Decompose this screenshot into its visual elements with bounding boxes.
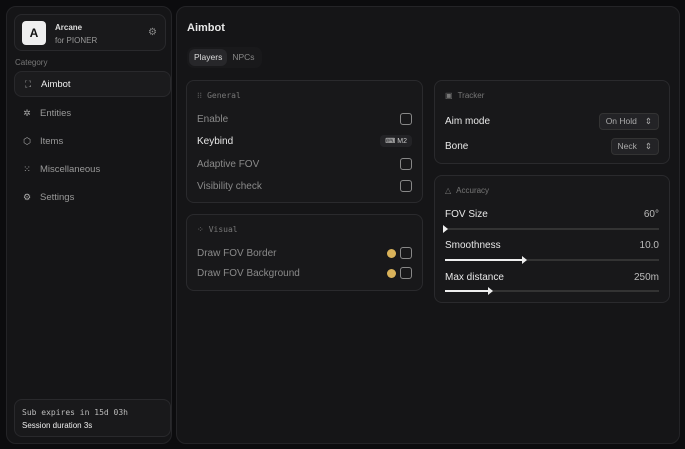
- sidebar: A Arcane for PIONER ⚙ Category ⛶ Aimbot ✲…: [6, 6, 172, 444]
- fov-size-slider[interactable]: [443, 225, 659, 233]
- visibility-check-label: Visibility check: [197, 180, 262, 192]
- sidebar-item-settings[interactable]: ⚙ Settings: [14, 184, 171, 210]
- enable-label: Enable: [197, 113, 229, 125]
- keyboard-icon: ⌨: [385, 138, 398, 145]
- sidebar-item-label: Miscellaneous: [40, 163, 101, 175]
- general-card: ⁝⁝ General Enable Keybind ⌨ M2 Adaptive FO…: [186, 80, 423, 203]
- chevron-updown-icon: ⇕: [644, 140, 652, 151]
- category-label: Category: [15, 58, 48, 67]
- sidebar-item-label: Entities: [40, 107, 72, 119]
- fov-background-row: Draw FOV Background: [197, 265, 412, 281]
- tab-bar: Players NPCs: [187, 47, 262, 68]
- accuracy-card: △ Accuracy FOV Size 60° Smoothness 10.0 Max…: [434, 175, 670, 303]
- fov-size-row: FOV Size 60°: [445, 206, 659, 222]
- fov-size-label: FOV Size: [445, 208, 488, 220]
- fov-background-checkbox[interactable]: [400, 267, 412, 279]
- enable-row: Enable: [197, 111, 412, 127]
- fov-background-color-swatch[interactable]: [387, 268, 396, 278]
- sidebar-item-aimbot[interactable]: ⛶ Aimbot: [14, 71, 171, 97]
- smoothness-label: Smoothness: [445, 239, 501, 251]
- brand-card: A Arcane for PIONER ⚙: [14, 14, 166, 51]
- main-panel: Aimbot Players NPCs ⁝⁝ General Enable Key…: [176, 6, 680, 444]
- list-icon: ⁝⁝: [197, 91, 203, 100]
- sidebar-item-entities[interactable]: ✲ Entities: [14, 100, 171, 126]
- adaptive-fov-checkbox[interactable]: [400, 158, 412, 170]
- tracker-icon: ▣: [445, 91, 453, 100]
- page-title: Aimbot: [187, 22, 225, 34]
- aim-mode-label: Aim mode: [445, 115, 491, 127]
- sub-expiry: Sub expires in 15d 03h: [22, 408, 128, 417]
- keybind-row: Keybind ⌨ M2: [197, 133, 412, 149]
- sidebar-item-miscellaneous[interactable]: ⁙ Miscellaneous: [14, 156, 171, 182]
- aim-mode-select[interactable]: On Hold ⇕: [598, 112, 659, 130]
- aim-mode-row: Aim mode On Hold ⇕: [445, 112, 659, 130]
- fov-background-label: Draw FOV Background: [197, 267, 300, 279]
- keybind-value: M2: [397, 138, 407, 145]
- chevron-updown-icon: ⇕: [644, 115, 652, 126]
- enable-checkbox[interactable]: [400, 113, 412, 125]
- visibility-check-row: Visibility check: [197, 178, 412, 194]
- fov-border-row: Draw FOV Border: [197, 245, 412, 261]
- app-name: Arcane: [55, 23, 83, 32]
- card-title: Tracker: [457, 91, 485, 100]
- visibility-check-checkbox[interactable]: [400, 180, 412, 192]
- sidebar-item-label: Aimbot: [41, 78, 71, 90]
- card-title: General: [207, 91, 241, 100]
- app-subtitle: for PIONER: [55, 36, 98, 45]
- fov-border-checkbox[interactable]: [400, 247, 412, 259]
- card-title: Visual: [208, 225, 238, 234]
- app-logo: A: [22, 21, 46, 45]
- max-distance-label: Max distance: [445, 271, 504, 283]
- tab-players[interactable]: Players: [189, 49, 228, 66]
- visual-card: ⁘ Visual Draw FOV Border Draw FOV Backgro…: [186, 214, 423, 291]
- max-distance-row: Max distance 250m: [445, 269, 659, 285]
- aim-mode-value: On Hold: [605, 115, 637, 126]
- adaptive-fov-row: Adaptive FOV: [197, 156, 412, 172]
- smoothness-slider[interactable]: [445, 256, 659, 264]
- slider-thumb[interactable]: [522, 256, 528, 264]
- bone-select[interactable]: Neck ⇕: [610, 137, 659, 155]
- tracker-card: ▣ Tracker Aim mode On Hold ⇕ Bone Neck ⇕: [434, 80, 670, 164]
- adaptive-fov-label: Adaptive FOV: [197, 158, 260, 170]
- slider-thumb[interactable]: [443, 225, 448, 233]
- crosshair-icon: ⛶: [24, 78, 32, 89]
- keybind-label: Keybind: [197, 135, 234, 147]
- tab-npcs[interactable]: NPCs: [232, 52, 255, 62]
- smoothness-row: Smoothness 10.0: [445, 237, 659, 253]
- keybind-button[interactable]: ⌨ M2: [380, 135, 412, 147]
- entities-icon: ✲: [23, 107, 31, 118]
- sidebar-item-items[interactable]: ⬡ Items: [14, 128, 171, 154]
- gear-icon[interactable]: ⚙: [148, 27, 157, 38]
- smoothness-value: 10.0: [639, 239, 659, 251]
- subscription-card: Sub expires in 15d 03h Session duration …: [14, 399, 171, 437]
- session-duration: Session duration 3s: [22, 421, 93, 430]
- warning-icon: △: [445, 186, 452, 195]
- max-distance-value: 250m: [633, 271, 659, 283]
- visual-icon: ⁘: [197, 225, 204, 234]
- fov-border-label: Draw FOV Border: [197, 247, 277, 259]
- gear-icon: ⚙: [22, 191, 32, 202]
- sidebar-item-label: Items: [40, 135, 64, 147]
- bone-value: Neck: [617, 140, 637, 151]
- bone-row: Bone Neck ⇕: [445, 137, 659, 155]
- box-icon: ⬡: [23, 135, 31, 146]
- slider-thumb[interactable]: [487, 287, 493, 295]
- grid-icon: ⁙: [23, 163, 31, 174]
- max-distance-slider[interactable]: [445, 287, 659, 295]
- fov-size-value: 60°: [643, 208, 659, 220]
- fov-border-color-swatch[interactable]: [387, 248, 396, 258]
- sidebar-item-label: Settings: [40, 191, 75, 203]
- card-title: Accuracy: [456, 186, 490, 195]
- bone-label: Bone: [445, 140, 469, 152]
